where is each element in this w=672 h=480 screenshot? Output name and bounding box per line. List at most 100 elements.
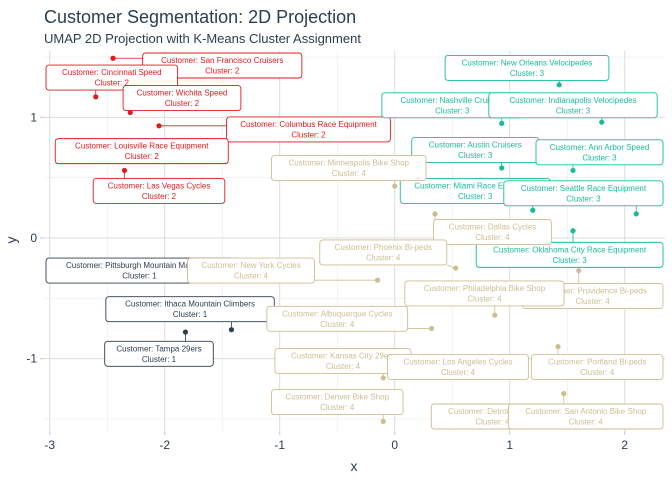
- point-label-cluster: Cluster: 2: [291, 130, 326, 139]
- point-label-box: [92, 177, 226, 204]
- point-label-customer: Customer: Pittsburgh Mountain Machines: [66, 261, 213, 270]
- data-point: [93, 94, 99, 100]
- point-label-box: [271, 155, 427, 181]
- x-tick-label: -3: [44, 438, 55, 452]
- point-label-cluster: Cluster: 4: [366, 253, 401, 262]
- data-point: [380, 418, 386, 424]
- point-label-customer: Customer: Wichita Speed: [137, 89, 228, 98]
- data-point: [110, 55, 116, 61]
- data-point: [576, 267, 582, 274]
- point-label-customer: Customer: Ann Arbor Speed: [550, 143, 650, 152]
- data-point: [121, 167, 128, 174]
- data-point: [570, 228, 576, 234]
- point-label-cluster: Cluster: 2: [165, 99, 200, 108]
- point-label-box: [226, 116, 391, 143]
- point-label-customer: Customer: Tampa 29ers: [116, 344, 201, 353]
- point-label-customer: Customer: San Antonio Bike Shop: [525, 407, 647, 416]
- point-label-customer: Customer: Nashville Cruisers: [400, 96, 504, 105]
- point-label: Customer: Seattle Race EquipmentCluster:…: [503, 180, 664, 207]
- x-tick-label: 2: [621, 438, 628, 452]
- point-label-box: [271, 389, 404, 415]
- point-label-cluster: Cluster: 4: [569, 418, 604, 427]
- data-point: [499, 165, 505, 171]
- point-label-cluster: Cluster: 4: [475, 418, 510, 427]
- data-point: [556, 82, 562, 88]
- data-point: [392, 183, 398, 189]
- point-label-customer: Customer: Denver Bike Shop: [285, 393, 389, 402]
- point-labels: Customer: San Francisco Cruisers Cluster:…: [45, 52, 664, 430]
- data-point: [561, 391, 567, 397]
- point-label: Customer: Dallas Cycles Cluster: 4: [433, 219, 552, 245]
- point-label-customer: Customer: Philadelphia Bike Shop: [424, 284, 546, 293]
- point-label-cluster: Cluster: 3: [556, 106, 591, 115]
- x-axis-title: x: [351, 458, 358, 474]
- point-label: Customer: Columbus Race EquipmentCluster…: [226, 116, 391, 143]
- point-label-customer: Customer: Los Angeles Cycles: [404, 358, 513, 367]
- point-label-customer: Customer: Portland Bi-peds: [548, 358, 646, 367]
- data-point: [156, 123, 162, 129]
- point-label: Customer: Cincinnati Speed Cluster: 2: [45, 64, 179, 91]
- point-label-box: [433, 219, 552, 245]
- point-label: Customer: Las Vegas Cycles Cluster: 2: [92, 177, 226, 204]
- point-label-customer: Customer: Albuquerque Cycles: [282, 309, 392, 318]
- point-label: Customer: Tampa 29ers Cluster: 1: [104, 340, 214, 367]
- point-label-box: [503, 180, 664, 207]
- point-label-cluster: Cluster: 4: [320, 403, 355, 412]
- data-point: [182, 329, 189, 335]
- point-label-cluster: Cluster: 3: [510, 69, 545, 78]
- data-point: [570, 167, 576, 174]
- point-label-customer: Customer: Indianapolis Velocipedes: [509, 96, 636, 105]
- x-tick-label: 1: [506, 438, 513, 452]
- point-label-cluster: Cluster: 1: [173, 310, 208, 319]
- point-label-cluster: Cluster: 2: [142, 192, 177, 201]
- point-label: Customer: Louisville Race EquipmentClust…: [54, 138, 229, 165]
- point-label-customer: Customer: Miami Race Equipment: [414, 181, 537, 190]
- point-label-customer: Customer: Oklahoma City Race Equipment: [493, 245, 647, 254]
- point-label-customer: Customer: Ithaca Mountain Climbers: [125, 300, 255, 309]
- data-point: [633, 211, 639, 217]
- data-point: [555, 343, 561, 350]
- point-label-cluster: Cluster: 4: [320, 320, 355, 329]
- point-label-customer: Customer: Providence Bi-peds: [538, 286, 647, 295]
- data-point: [530, 207, 536, 213]
- point-label-box: [535, 139, 664, 166]
- data-point: [499, 120, 505, 126]
- point-label-box: [387, 354, 529, 381]
- point-label-cluster: Cluster: 3: [566, 194, 601, 203]
- chart-subtitle: UMAP 2D Projection with K-Means Cluster …: [44, 31, 361, 46]
- point-label-cluster: Cluster: 3: [458, 151, 493, 160]
- y-tick-label: 0: [30, 231, 37, 245]
- point-label-cluster: Cluster: 4: [467, 294, 502, 303]
- point-label-box: [444, 54, 610, 81]
- point-label-cluster: Cluster: 3: [458, 192, 493, 201]
- point-label: Customer: Pittsburgh Mountain Machines Cl…: [45, 257, 234, 284]
- point-label: Customer: Oklahoma City Race Equipment Cl…: [475, 241, 664, 268]
- data-point: [432, 211, 438, 217]
- y-tick-label: -1: [26, 352, 37, 366]
- point-label-customer: Customer: Columbus Race Equipment: [240, 120, 377, 129]
- data-point: [374, 277, 381, 283]
- point-label-customer: Customer: Las Vegas Cycles: [108, 181, 211, 190]
- point-label-box: [507, 403, 664, 430]
- point-label: Customer: New York Cycles Cluster: 4: [187, 257, 315, 284]
- point-label-customer: Customer: New York Cycles: [201, 261, 300, 270]
- point-label-customer: Customer: Austin Cruisers: [429, 140, 522, 149]
- point-label-box: [530, 354, 664, 381]
- axes: -3 -2 -1 0 1 2 -1 0 1: [26, 110, 628, 452]
- point-label: Customer: Indianapolis VelocipedesCluste…: [488, 92, 658, 119]
- point-label-cluster: Cluster: 2: [205, 67, 240, 76]
- point-label-customer: Customer: New Orleans Velocipedes: [462, 58, 593, 67]
- x-tick-label: 0: [391, 438, 398, 452]
- point-label-cluster: Cluster: 1: [142, 355, 177, 364]
- y-tick-label: 1: [30, 110, 37, 124]
- point-label-cluster: Cluster: 2: [95, 79, 130, 88]
- point-label-customer: Customer: Louisville Race Equipment: [75, 142, 209, 151]
- x-tick-label: -1: [274, 438, 285, 452]
- data-point: [380, 375, 386, 381]
- point-label-box: [319, 239, 448, 266]
